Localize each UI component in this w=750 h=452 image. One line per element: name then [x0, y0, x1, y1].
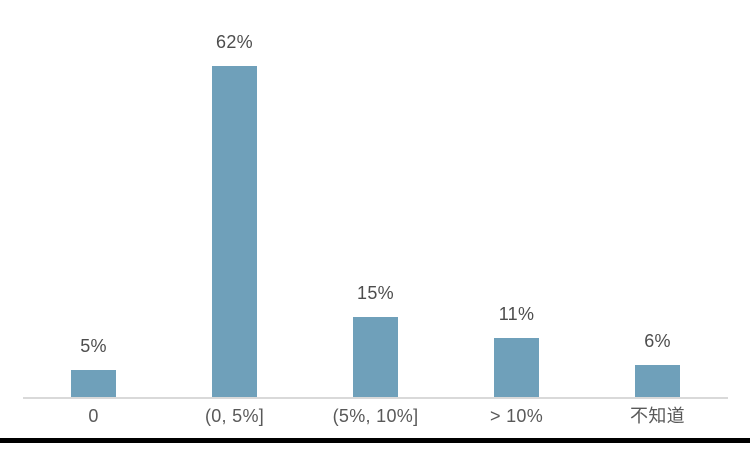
bar-column: 62% [164, 0, 305, 397]
x-axis-labels: 0 (0, 5%] (5%, 10%] > 10% 不知道 [23, 406, 728, 427]
bar-column: 6% [587, 0, 728, 397]
x-axis-label: 0 [88, 406, 99, 426]
bar-column: 5% [23, 0, 164, 397]
x-axis-line [23, 397, 728, 399]
bar-value-label: 11% [498, 304, 535, 325]
bar-value-label: 15% [357, 283, 394, 304]
bar [353, 317, 398, 397]
bottom-border-line [0, 438, 750, 443]
bar-column: 11% [446, 0, 587, 397]
x-axis-label: (5%, 10%] [332, 406, 419, 426]
bar-value-label: 6% [644, 331, 671, 352]
bar [212, 66, 257, 397]
x-axis-label: > 10% [489, 406, 544, 426]
bar-value-label: 5% [80, 336, 107, 357]
bar-value-label: 62% [216, 32, 253, 53]
x-axis-label: 不知道 [630, 406, 685, 426]
bar [494, 338, 539, 397]
bar [635, 365, 680, 397]
bar-column: 15% [305, 0, 446, 397]
plot-area: 5% 62% 15% 11% 6% [23, 0, 728, 397]
x-axis-label: (0, 5%] [204, 406, 265, 426]
bar [71, 370, 116, 397]
